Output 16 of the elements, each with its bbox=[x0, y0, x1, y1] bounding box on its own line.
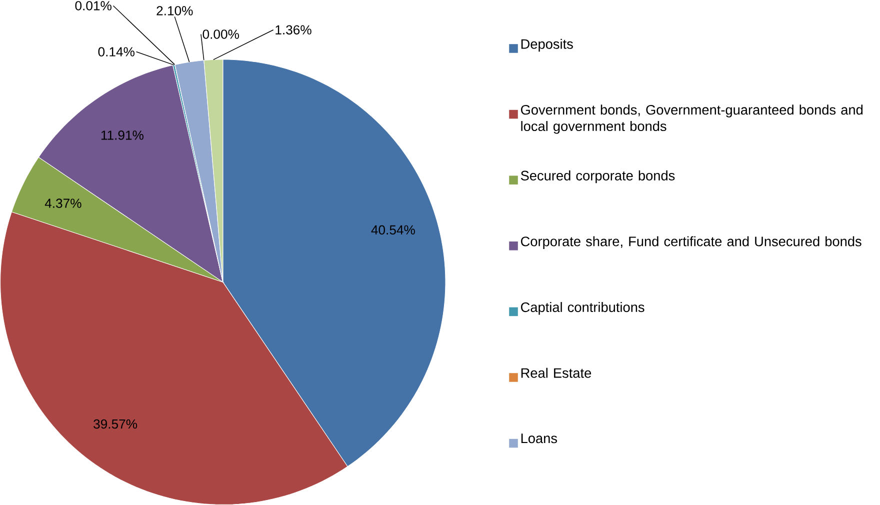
legend-label: Secured corporate bonds bbox=[520, 170, 675, 184]
legend-label: Deposits bbox=[521, 38, 573, 52]
data-label: 40.54% bbox=[371, 225, 415, 235]
data-label: 39.57% bbox=[94, 419, 138, 429]
legend-label: Government bonds, Government-guaranteed bonds and local government bonds bbox=[520, 104, 863, 134]
data-label: 2.10% bbox=[156, 6, 193, 16]
data-label: 0.14% bbox=[98, 47, 134, 56]
legend-label: Loans bbox=[521, 434, 558, 444]
legend-label: Corporate share, Fund certificate and Unsecured bonds bbox=[520, 236, 862, 249]
text: 0.00% bbox=[202, 30, 239, 39]
data-label: 11.91% bbox=[101, 130, 144, 140]
data-label: 4.37% bbox=[44, 198, 82, 208]
legend-label: Real Estate bbox=[521, 368, 592, 378]
legend-label: Captial contributions bbox=[520, 302, 644, 315]
data-label: 1.36% bbox=[276, 25, 312, 34]
data-label: 0.01% bbox=[75, 1, 112, 10]
